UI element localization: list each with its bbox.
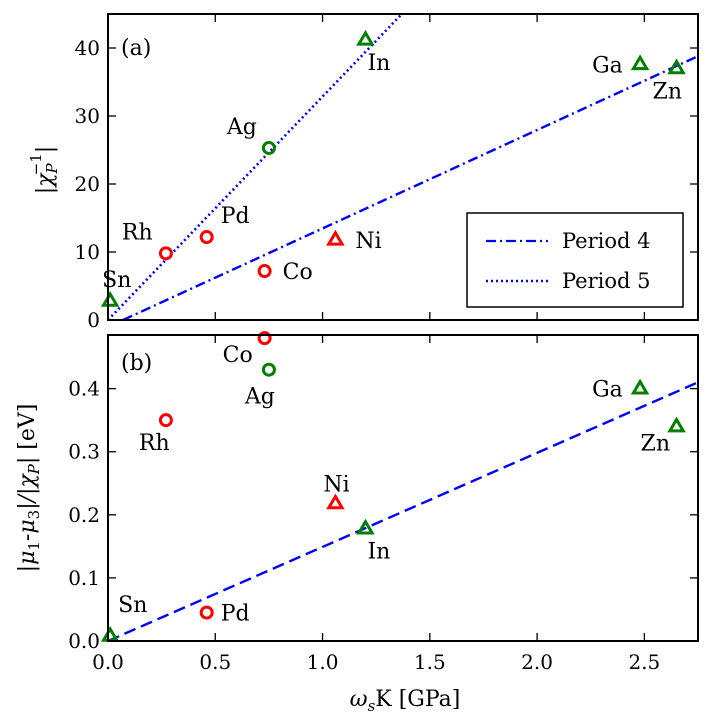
panel-b-label: (b) bbox=[121, 351, 152, 376]
point-label-ga: Ga bbox=[592, 53, 623, 78]
point-label-ag: Ag bbox=[244, 385, 275, 410]
point-co bbox=[257, 264, 272, 279]
panel-a-frame bbox=[107, 13, 699, 321]
point-label-co: Co bbox=[223, 343, 253, 368]
ytick-label: 0 bbox=[87, 308, 100, 332]
panel-b-xlabel: ωsK [GPa] bbox=[350, 687, 461, 715]
xtick-label: 0.5 bbox=[199, 650, 231, 674]
point-rh bbox=[158, 246, 173, 261]
point-ag bbox=[261, 362, 276, 377]
point-label-pd: Pd bbox=[221, 602, 250, 627]
point-zn bbox=[667, 416, 686, 433]
point-label-ni: Ni bbox=[355, 229, 381, 254]
panel-b-points bbox=[100, 331, 686, 642]
xtick-label: 0.0 bbox=[92, 650, 124, 674]
point-label-pd: Pd bbox=[221, 204, 250, 229]
point-label-in: In bbox=[367, 51, 390, 76]
point-zn bbox=[667, 58, 686, 75]
point-ga bbox=[630, 378, 650, 395]
ytick-label: 0.0 bbox=[68, 629, 100, 653]
legend-label-period-4: Period 4 bbox=[562, 229, 651, 253]
panel-a-ylabel: |χP−1| bbox=[27, 146, 61, 194]
panel-b-frame bbox=[107, 334, 699, 642]
ytick-label: 40 bbox=[75, 36, 100, 60]
point-label-zn: Zn bbox=[641, 431, 670, 456]
point-ag bbox=[261, 140, 276, 155]
point-ni bbox=[326, 493, 345, 510]
panel-a-points bbox=[100, 29, 686, 307]
panel-b-ticks: 0.0 0.1 0.2 0.3 0.4 0.0 0.5 1.0 1.5 2.0 2.5 bbox=[68, 335, 698, 674]
ytick-label: 0.2 bbox=[68, 503, 100, 527]
line-period-4 bbox=[122, 55, 698, 320]
panel-a-lines bbox=[108, 14, 698, 320]
point-label-rh: Rh bbox=[139, 431, 170, 456]
point-label-sn: Sn bbox=[102, 268, 131, 293]
point-sn bbox=[100, 625, 120, 642]
point-co bbox=[257, 331, 272, 346]
panel-b-lines bbox=[108, 381, 698, 641]
point-rh bbox=[158, 413, 173, 428]
legend-box bbox=[466, 212, 684, 308]
xtick-label: 2.5 bbox=[628, 650, 660, 674]
point-label-in: In bbox=[367, 540, 390, 565]
point-ni bbox=[326, 229, 345, 246]
point-label-sn: Sn bbox=[118, 593, 147, 618]
panel-b-point-labels: Sn Pd Rh Co Ag Ni In Ga Zn bbox=[118, 343, 670, 626]
line-fit bbox=[108, 381, 698, 641]
ytick-label: 10 bbox=[75, 240, 100, 264]
xtick-label: 1.5 bbox=[414, 650, 446, 674]
point-pd bbox=[199, 230, 214, 245]
point-in bbox=[356, 518, 375, 535]
point-pd bbox=[199, 605, 214, 620]
point-label-ga: Ga bbox=[592, 378, 623, 403]
panel-a-legend: Period 4 Period 5 bbox=[466, 212, 684, 308]
point-label-rh: Rh bbox=[122, 220, 153, 245]
line-period-5 bbox=[108, 14, 404, 320]
panel-a-label: (a) bbox=[121, 36, 151, 61]
point-sn bbox=[100, 290, 120, 307]
ytick-label: 0.3 bbox=[68, 440, 100, 464]
legend-label-period-5: Period 5 bbox=[562, 269, 651, 293]
panel-b: Sn Pd Rh Co Ag Ni In Ga Zn 0.0 0.1 0.2 0.3 0.4 0.0 0.5… bbox=[15, 331, 699, 715]
xtick-label: 1.0 bbox=[307, 650, 339, 674]
ytick-label: 0.1 bbox=[68, 566, 100, 590]
point-label-co: Co bbox=[283, 260, 313, 285]
point-ga bbox=[630, 54, 650, 71]
panel-b-ylabel: |μ1-μ3|/|χP| [eV] bbox=[15, 404, 43, 573]
point-label-zn: Zn bbox=[653, 79, 682, 104]
ytick-label: 0.4 bbox=[68, 377, 100, 401]
point-label-ag: Ag bbox=[226, 115, 257, 140]
point-in bbox=[356, 29, 375, 46]
ytick-label: 30 bbox=[75, 104, 100, 128]
ytick-label: 20 bbox=[75, 172, 100, 196]
xtick-label: 2.0 bbox=[521, 650, 553, 674]
panel-a: Sn Rh Pd Co Ag Ni In Ga Zn 0 10 20 30 40 (a) Period … bbox=[27, 13, 699, 332]
point-label-ni: Ni bbox=[323, 472, 349, 497]
